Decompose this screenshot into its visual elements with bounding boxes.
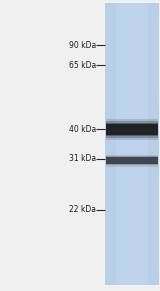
Bar — [116, 3, 148, 285]
Bar — [106, 157, 158, 164]
Bar — [106, 123, 158, 136]
Bar — [105, 3, 159, 285]
Text: 40 kDa: 40 kDa — [69, 125, 96, 134]
Bar — [106, 124, 158, 135]
Text: 31 kDa: 31 kDa — [69, 154, 96, 163]
Text: 65 kDa: 65 kDa — [69, 61, 96, 70]
Bar — [106, 121, 158, 138]
Text: 90 kDa: 90 kDa — [69, 41, 96, 49]
Bar — [106, 119, 158, 140]
Text: 22 kDa: 22 kDa — [69, 205, 96, 214]
Bar — [106, 155, 158, 167]
Bar — [106, 156, 158, 165]
